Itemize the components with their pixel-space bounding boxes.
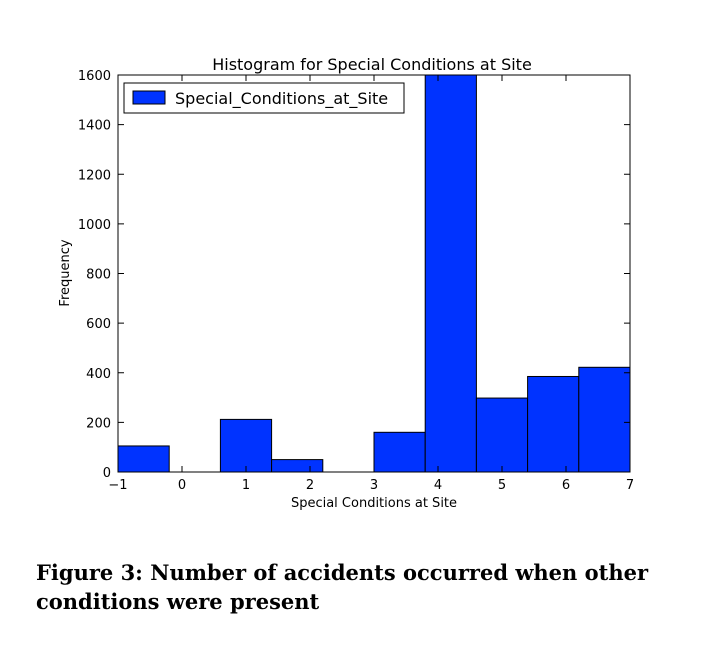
histogram-bar xyxy=(578,366,631,473)
y-tick-label: 200 xyxy=(86,416,111,431)
y-tick-label: 1200 xyxy=(78,168,111,183)
histogram-bar xyxy=(117,445,170,473)
x-tick-label: 7 xyxy=(626,478,634,493)
legend-box xyxy=(123,82,405,114)
legend-label: Special_Conditions_at_Site xyxy=(175,89,388,109)
x-tick-label: 5 xyxy=(498,478,506,493)
figure-caption: Figure 3: Number of accidents occurred w… xyxy=(36,560,649,614)
x-tick-label: 1 xyxy=(242,478,250,493)
y-tick-label: 1000 xyxy=(78,218,111,233)
legend-swatch xyxy=(132,90,166,105)
y-axis-label: Frequency xyxy=(58,239,73,306)
legend: Special_Conditions_at_Site xyxy=(123,82,405,114)
x-tick-label: 6 xyxy=(562,478,570,493)
histogram-bar xyxy=(373,431,426,473)
y-tick-label: 600 xyxy=(86,317,111,332)
y-tick-label: 0 xyxy=(103,466,111,481)
y-tick-label: 800 xyxy=(86,268,111,283)
histogram-chart: Histogram for Special Conditions at Site… xyxy=(58,55,634,511)
y-tick-label: 1400 xyxy=(78,119,111,134)
histogram-bar xyxy=(271,459,324,473)
histogram-bar xyxy=(219,418,273,473)
x-axis-label: Special Conditions at Site xyxy=(291,496,457,511)
x-tick-label: 0 xyxy=(178,478,186,493)
x-tick-label: −1 xyxy=(108,478,127,493)
histogram-bar xyxy=(527,375,580,473)
x-tick-label: 2 xyxy=(306,478,314,493)
x-tick-label: 3 xyxy=(370,478,378,493)
chart-title: Histogram for Special Conditions at Site xyxy=(212,55,532,74)
x-tick-label: 4 xyxy=(434,478,442,493)
y-tick-label: 1600 xyxy=(78,69,111,84)
histogram-bar xyxy=(475,397,529,473)
y-tick-label: 400 xyxy=(86,367,111,382)
histogram-bar xyxy=(424,74,477,473)
